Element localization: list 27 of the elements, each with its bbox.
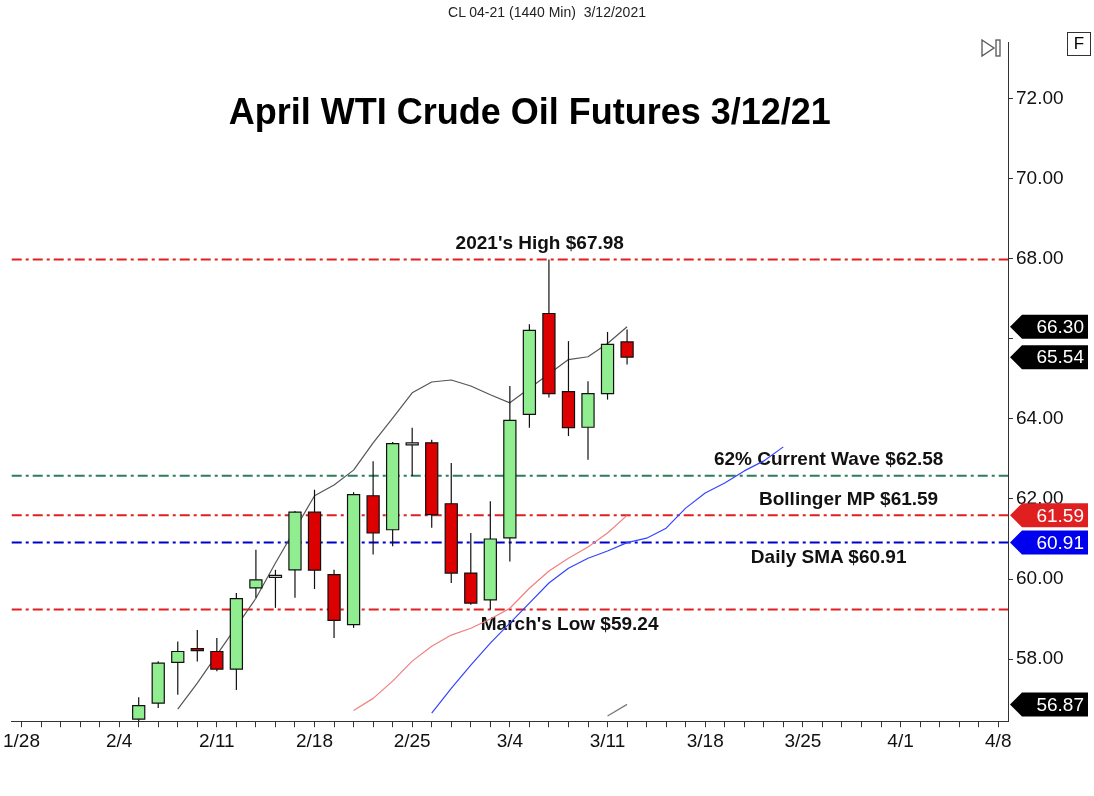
y-tick-label: 64.00 — [1016, 407, 1064, 429]
y-tick-label: 58.00 — [1016, 647, 1064, 669]
ref-line-label: Daily SMA $60.91 — [750, 546, 907, 568]
y2-tick-label: 66.30 — [1036, 315, 1084, 337]
x-tick-label: 2/25 — [393, 729, 431, 751]
y2-tick-label: 60.91 — [1036, 531, 1084, 553]
x-tick-label: 4/8 — [985, 729, 1012, 751]
y2-tick-label: 56.87 — [1036, 693, 1084, 715]
x-tick-label: 2/11 — [199, 729, 235, 751]
x-tick-label: 3/11 — [589, 729, 626, 751]
x-tick-label: 2/4 — [105, 729, 133, 751]
text: April WTI Crude Oil Futures 3/12/21 — [228, 90, 831, 132]
chart-subtitle: CL 04-21 (1440 Min) 3/12/2021 — [447, 4, 647, 20]
x-tick-label: 3/25 — [784, 729, 822, 751]
x-tick-label: 2/18 — [296, 729, 333, 751]
x-tick-label: 4/1 — [887, 729, 914, 751]
ref-line-label: Bollinger MP $61.59 — [759, 488, 939, 510]
x-tick-label: 1/28 — [3, 729, 40, 751]
y-tick-label: 60.00 — [1016, 567, 1064, 589]
ref-line-label: 2021's High $67.98 — [455, 232, 624, 254]
y2-tick-label: 65.54 — [1036, 346, 1085, 368]
x-tick-label: 3/18 — [686, 729, 724, 751]
y-tick-label: 70.00 — [1016, 166, 1064, 188]
text: F — [1067, 32, 1091, 56]
x-tick-label: 3/4 — [496, 729, 524, 751]
y-tick-label: 72.00 — [1016, 86, 1064, 108]
y-tick-label: 68.00 — [1016, 246, 1064, 268]
